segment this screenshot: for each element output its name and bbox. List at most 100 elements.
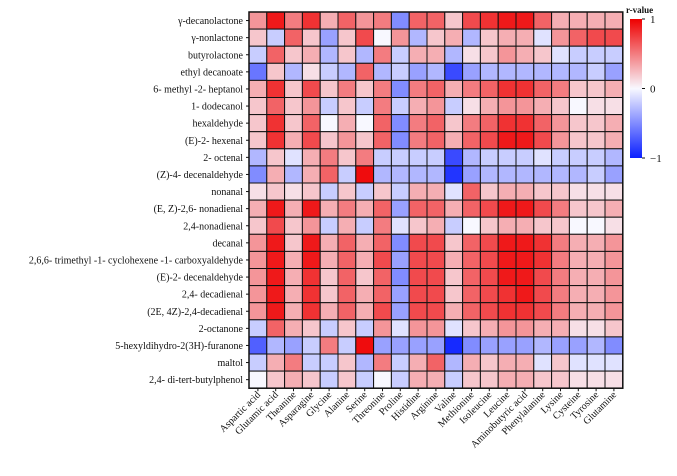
heatmap-cell — [515, 302, 535, 321]
heatmap-cell — [337, 45, 357, 64]
heatmap-cell — [568, 199, 588, 218]
heatmap-cell — [462, 165, 481, 184]
heatmap-cell — [479, 114, 499, 133]
heatmap-cell — [604, 62, 624, 81]
heatmap-cell — [462, 182, 481, 201]
heatmap-cell — [266, 79, 286, 99]
heatmap-cell — [301, 182, 321, 201]
heatmap-cell — [337, 319, 357, 338]
row-label: 2-octanone — [199, 324, 244, 335]
heatmap-cell — [248, 28, 268, 47]
heatmap-cell — [462, 216, 481, 235]
colorbar-tick-label: 1 — [650, 14, 656, 26]
heatmap-cell — [568, 114, 588, 133]
heatmap-cell — [266, 285, 286, 304]
heatmap-cell — [604, 336, 624, 355]
heatmap-cell — [551, 28, 570, 47]
heatmap-cell — [319, 285, 339, 304]
heatmap-cell — [301, 285, 321, 304]
heatmap-cell — [586, 233, 606, 252]
heatmap-cell — [390, 233, 410, 252]
heatmap-cell — [373, 302, 392, 321]
heatmap-cell — [248, 97, 268, 116]
heatmap-cell — [462, 97, 481, 116]
heatmap-cell — [373, 148, 392, 167]
heatmap-cell — [355, 114, 375, 133]
heatmap-cell — [373, 319, 392, 338]
heatmap-cell — [301, 302, 321, 321]
heatmap-cell — [568, 285, 588, 304]
heatmap-cell — [479, 45, 499, 64]
heatmap-cell — [479, 11, 499, 30]
heatmap-cell — [337, 233, 357, 252]
heatmap-cell — [319, 199, 339, 218]
heatmap-cell — [515, 250, 535, 269]
heatmap-cell — [568, 182, 588, 201]
row-label: decanal — [212, 238, 243, 249]
heatmap-cell — [462, 250, 481, 269]
heatmap-cell — [284, 250, 303, 269]
heatmap-cell — [408, 79, 428, 99]
heatmap-cell — [586, 45, 606, 64]
heatmap-cell — [479, 131, 499, 150]
heatmap-cell — [479, 148, 499, 167]
heatmap-cell — [586, 62, 606, 81]
heatmap-cell — [533, 165, 553, 184]
heatmap-cell — [373, 199, 392, 218]
heatmap-cell — [266, 268, 286, 287]
heatmap-cell — [568, 353, 588, 372]
heatmap-cell — [319, 353, 339, 372]
heatmap-cell — [301, 97, 321, 116]
heatmap-cell — [444, 28, 464, 47]
heatmap-cell — [355, 216, 375, 235]
heatmap-cell — [248, 148, 268, 167]
heatmap-cell — [568, 28, 588, 47]
heatmap-cell — [284, 319, 303, 338]
heatmap-cell — [408, 319, 428, 338]
heatmap-cell — [533, 45, 553, 64]
heatmap-cell — [319, 216, 339, 235]
heatmap-cell — [301, 336, 321, 355]
heatmap-cell — [533, 370, 553, 389]
heatmap-cell — [390, 45, 410, 64]
heatmap-cell — [586, 370, 606, 389]
heatmap-cell — [284, 11, 303, 30]
heatmap-cell — [604, 28, 624, 47]
heatmap-cell — [284, 268, 303, 287]
heatmap-cell — [551, 79, 570, 99]
heatmap-cell — [248, 353, 268, 372]
heatmap-cell — [284, 370, 303, 389]
heatmap-cell — [266, 336, 286, 355]
heatmap-cell — [479, 319, 499, 338]
heatmap-cell — [497, 336, 517, 355]
heatmap-cell — [319, 97, 339, 116]
heatmap-cell — [408, 250, 428, 269]
heatmap-cell — [373, 114, 392, 133]
heatmap-cell — [390, 336, 410, 355]
heatmap-cell — [444, 370, 464, 389]
heatmap-cell — [355, 336, 375, 355]
heatmap-cell — [444, 97, 464, 116]
heatmap-cell — [284, 131, 303, 150]
heatmap-cell — [444, 302, 464, 321]
heatmap-cell — [408, 370, 428, 389]
heatmap-cell — [319, 148, 339, 167]
heatmap-cell — [568, 148, 588, 167]
heatmap-cell — [604, 79, 624, 99]
heatmap-cell — [319, 11, 339, 30]
heatmap-cell — [301, 131, 321, 150]
heatmap-cell — [497, 131, 517, 150]
heatmap-cell — [444, 250, 464, 269]
heatmap-cell — [301, 45, 321, 64]
heatmap-cell — [497, 97, 517, 116]
heatmap-cell — [266, 11, 286, 30]
heatmap-cell — [390, 148, 410, 167]
heatmap-cell — [390, 319, 410, 338]
heatmap-cell — [284, 336, 303, 355]
heatmap-cell — [390, 62, 410, 81]
heatmap-cell — [390, 28, 410, 47]
heatmap-cell — [408, 353, 428, 372]
heatmap-cell — [444, 45, 464, 64]
heatmap-cell — [426, 182, 446, 201]
